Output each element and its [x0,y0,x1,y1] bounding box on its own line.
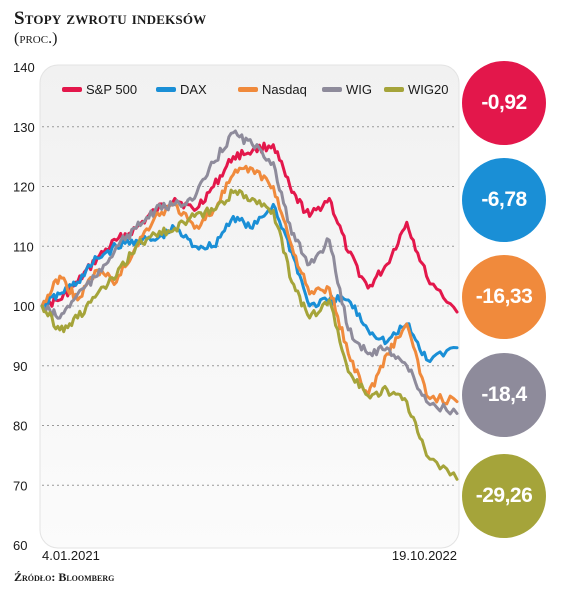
y-tick-label: 100 [13,299,35,314]
series-lines [40,129,459,481]
y-tick-label: 120 [13,180,35,195]
series-line [40,188,459,481]
legend-swatch [156,87,176,92]
legend-swatch [62,87,82,92]
legend: S&P 500 DAX Nasdaq WIG WIG20 [62,82,448,97]
y-axis-ticks: 60 70 80 90 100 110 120 130 140 [13,60,35,553]
x-axis-ticks: 4.01.2021 19.10.2022 [42,548,457,563]
chart-subtitle: (proc.) [14,30,58,47]
series-line [40,129,459,416]
y-tick-label: 110 [13,239,34,254]
series-line [40,202,459,364]
series-line [40,164,459,406]
source-note: Źródło: Bloomberg [14,570,115,584]
chart-title: Stopy zwrotu indeksów [14,8,207,29]
legend-swatch [384,87,404,92]
legend-label: WIG20 [408,82,448,97]
y-tick-label: 60 [13,538,27,553]
y-tick-label: 80 [13,419,27,434]
plot-background [39,64,460,549]
legend-swatch [238,87,258,92]
final-value-badge: -18,4 [462,353,546,437]
series-line [40,141,459,314]
final-value-badge: -6,78 [462,158,546,242]
y-tick-label: 90 [13,359,27,374]
legend-swatch [322,87,342,92]
y-tick-label: 130 [13,120,35,135]
final-value-badge: -0,92 [462,61,546,145]
legend-label: Nasdaq [262,82,307,97]
final-value-badge: -29,26 [462,454,546,538]
final-value-badge: -16,33 [462,255,546,339]
legend-label: DAX [180,82,207,97]
y-tick-label: 70 [13,478,27,493]
legend-label: S&P 500 [86,82,137,97]
x-tick-label: 19.10.2022 [392,548,457,563]
x-tick-label: 4.01.2021 [42,548,100,563]
legend-label: WIG [346,82,372,97]
y-tick-label: 140 [13,60,35,75]
grid-lines [42,126,457,486]
